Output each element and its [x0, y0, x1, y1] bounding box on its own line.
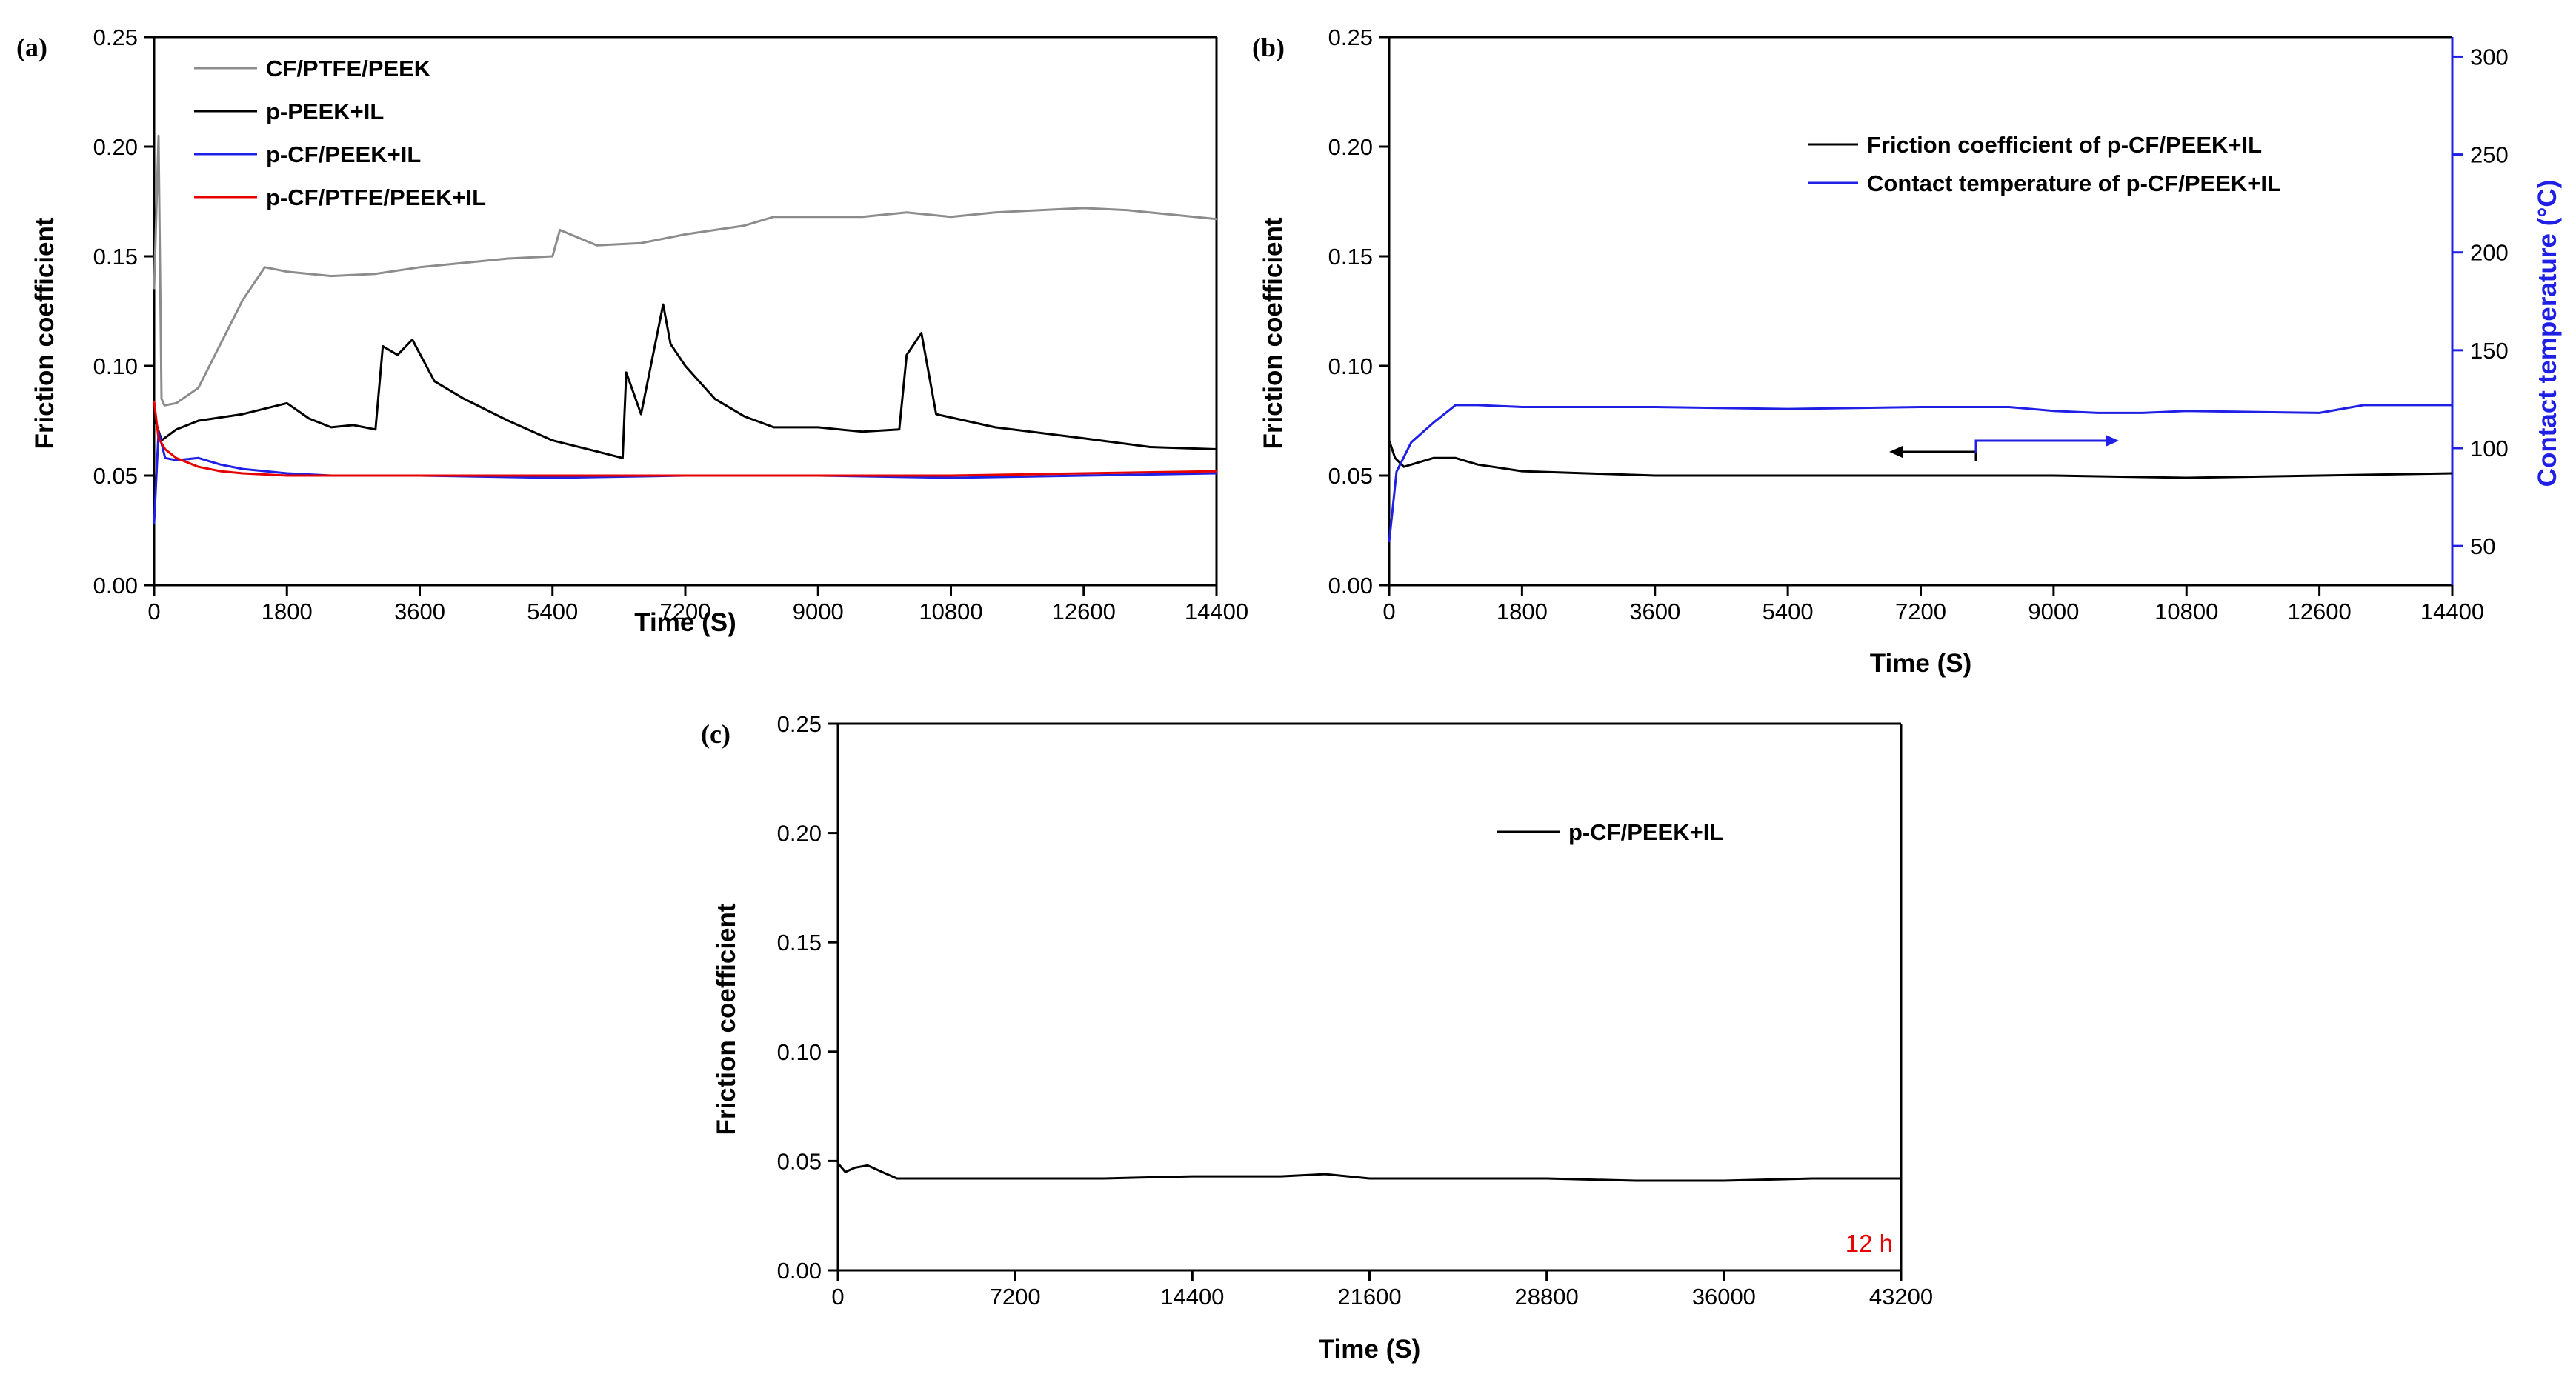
x-tick-label: 1800	[262, 599, 313, 624]
x-tick-label: 12600	[2288, 599, 2352, 624]
x-axis-title: Time (S)	[634, 608, 736, 637]
x-axis-title: Time (S)	[1319, 1335, 1420, 1364]
panel-label: (c)	[701, 719, 730, 749]
legend-label: p-CF/PEEK+IL	[266, 141, 421, 167]
x-tick-label: 5400	[527, 599, 578, 624]
y-tick-label: 0.25	[777, 711, 822, 737]
y2-axis-title: Contact temperature (°C)	[2533, 180, 2562, 487]
x-tick-label: 10800	[2154, 599, 2218, 624]
legend-label: p-CF/PEEK+IL	[1568, 819, 1723, 845]
x-tick-label: 21600	[1337, 1284, 1401, 1310]
x-axis-title: Time (S)	[1870, 649, 1971, 678]
legend-label: p-PEEK+IL	[266, 99, 384, 124]
series-line	[153, 134, 1217, 407]
duration-annotation: 12 h	[1846, 1230, 1893, 1257]
x-tick-label: 1800	[1497, 599, 1548, 624]
x-tick-label: 9000	[2028, 599, 2079, 624]
y-tick-label: 0.25	[1328, 24, 1373, 50]
x-tick-label: 0	[147, 599, 160, 624]
axis-indicator-arrow	[1974, 439, 2107, 453]
legend-label: Friction coefficient of p-CF/PEEK+IL	[1867, 132, 2262, 158]
series-line	[1388, 404, 2452, 543]
x-tick-label: 14400	[1185, 599, 1248, 624]
panel-c: 0 7200 14400 21600 28800 36000 43200 0.00 0.05 0.…	[701, 711, 1933, 1364]
y-tick-label: 0.05	[777, 1148, 822, 1174]
x-tick-label: 10800	[919, 599, 982, 624]
x-tick-label: 0	[1382, 599, 1395, 624]
x-tick-label: 14400	[1160, 1284, 1224, 1310]
y-axis-title: Friction coefficient	[30, 217, 59, 449]
legend-label: Contact temperature of p-CF/PEEK+IL	[1867, 170, 2281, 196]
legend-label: p-CF/PTFE/PEEK+IL	[266, 184, 486, 210]
y-tick-label: 0.15	[93, 244, 138, 270]
series-line	[1388, 440, 2453, 479]
x-tick-label: 43200	[1869, 1284, 1933, 1310]
x-tick-label: 7200	[1895, 599, 1946, 624]
arrow-head	[1889, 446, 1903, 458]
y2-tick-label: 200	[2470, 240, 2509, 266]
x-tick-label: 3600	[1629, 599, 1680, 624]
x-tick-label: 0	[831, 1284, 844, 1310]
x-tick-label: 7200	[990, 1284, 1041, 1310]
panel-label: (a)	[16, 33, 47, 62]
y-tick-label: 0.10	[777, 1039, 822, 1065]
x-tick-label: 3600	[394, 599, 445, 624]
y-axis-title: Friction coefficient	[1259, 217, 1288, 449]
y-tick-label: 0.15	[1328, 244, 1373, 270]
x-tick-label: 12600	[1052, 599, 1116, 624]
series-line	[153, 401, 1217, 477]
y-tick-label: 0.10	[93, 353, 138, 379]
panel-label: (b)	[1252, 33, 1285, 62]
y-tick-label: 0.15	[777, 930, 822, 956]
x-tick-label: 5400	[1763, 599, 1814, 624]
y-tick-label: 0.20	[777, 821, 822, 847]
panel-a: 0 1800 3600 5400 7200 9000 10800 12600 14400 0.00…	[16, 24, 1248, 637]
series-line	[836, 1162, 1901, 1182]
y-tick-label: 0.00	[1328, 573, 1373, 599]
y-tick-label: 0.10	[1328, 353, 1373, 379]
y-tick-label: 0.05	[1328, 463, 1373, 489]
series-line	[153, 430, 1217, 524]
y-axis-title: Friction coefficient	[712, 903, 741, 1135]
y-tick-label: 0.05	[93, 463, 138, 489]
y-tick-label: 0.20	[93, 134, 138, 160]
y2-tick-label: 150	[2470, 338, 2509, 364]
y2-tick-label: 100	[2470, 436, 2509, 461]
x-tick-label: 36000	[1692, 1284, 1756, 1310]
series-line	[153, 303, 1217, 459]
x-tick-label: 9000	[793, 599, 844, 624]
legend-label: CF/PTFE/PEEK	[266, 56, 431, 81]
y2-tick-label: 50	[2470, 533, 2495, 559]
y-tick-label: 0.00	[777, 1258, 822, 1284]
y-tick-label: 0.25	[93, 24, 138, 50]
panel-b: 0 1800 3600 5400 7200 9000 10800 12600 14400 0.00…	[1252, 24, 2562, 678]
y2-tick-label: 250	[2470, 142, 2509, 168]
arrow-head	[2106, 435, 2119, 447]
y2-tick-label: 300	[2470, 44, 2509, 70]
y-tick-label: 0.00	[93, 573, 138, 599]
axis-indicator-arrow	[1900, 450, 1977, 461]
x-tick-label: 28800	[1515, 1284, 1579, 1310]
x-tick-label: 7200	[660, 599, 711, 624]
y-tick-label: 0.20	[1328, 134, 1373, 160]
x-tick-label: 14400	[2420, 599, 2484, 624]
